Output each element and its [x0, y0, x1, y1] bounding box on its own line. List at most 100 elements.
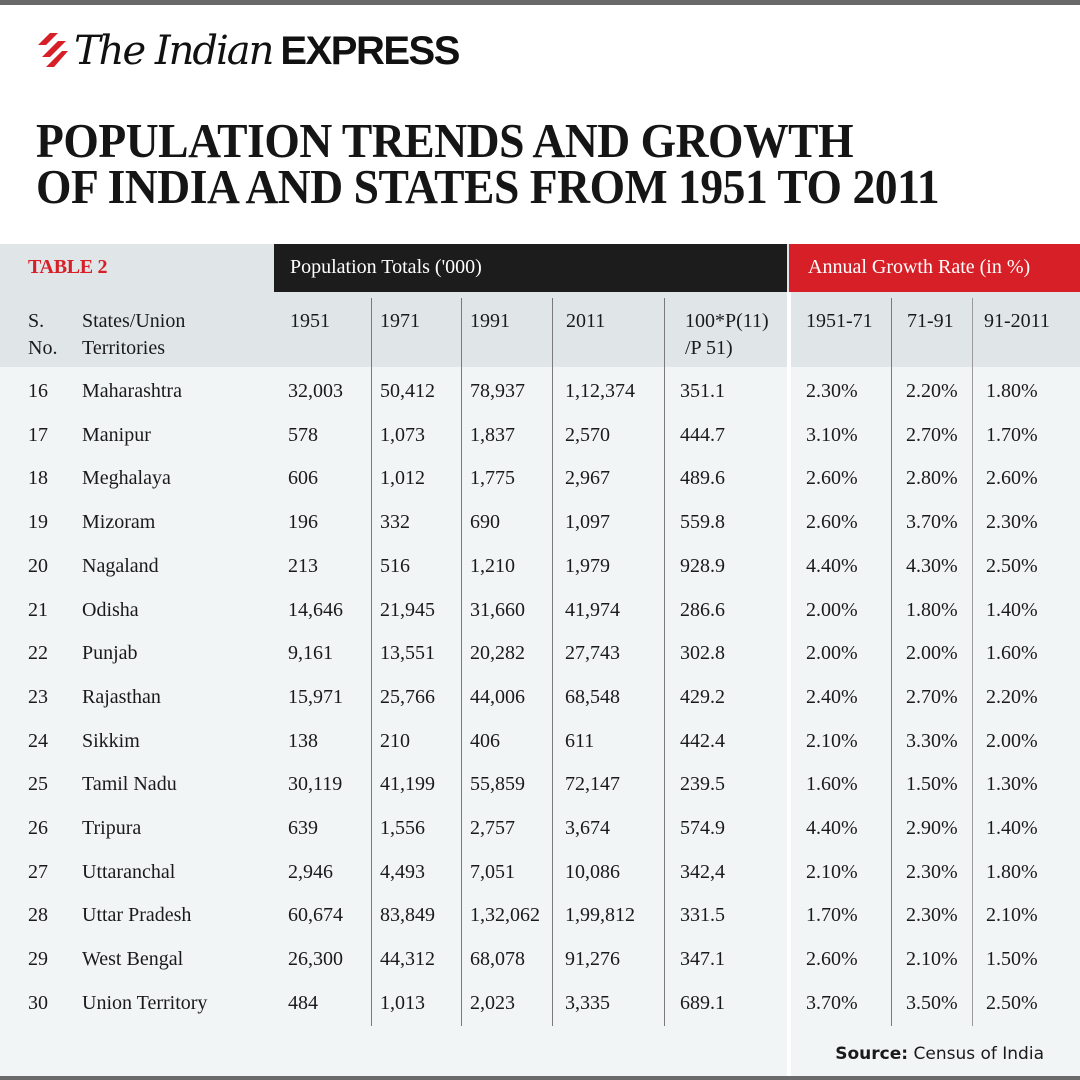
cell-p2011: 68,548 [565, 685, 620, 708]
col-header-state-line1: States/Union [82, 310, 186, 332]
col-header-state-line2: Territories [82, 337, 166, 359]
brand-logo: The Indian EXPRESS [36, 26, 460, 76]
cell-g5171: 4.40% [806, 554, 858, 577]
brand-name-part1: The Indian [74, 28, 274, 74]
indian-express-flame-icon [38, 33, 68, 67]
cell-g7191: 2.90% [906, 817, 958, 839]
cell-g5171: 2.00% [806, 642, 858, 665]
cell-state: Manipur [82, 423, 151, 446]
cell-g7191: 2.30% [906, 904, 958, 927]
cell-p1991: 406 [470, 729, 500, 752]
column-divider [891, 298, 892, 1026]
cell-p1991: 31,660 [470, 598, 525, 621]
cell-sno: 21 [28, 598, 48, 621]
cell-p1991: 20,282 [470, 642, 525, 665]
col-header-state: States/Union Territories [82, 308, 185, 362]
source-note: Source: Census of India [835, 1044, 1044, 1064]
column-divider [552, 298, 553, 1026]
cell-p2011: 91,276 [565, 948, 620, 971]
cell-g912011: 1.70% [986, 423, 1038, 446]
population-totals-label: Population Totals ('000) [290, 256, 482, 278]
cell-state: Meghalaya [82, 467, 171, 490]
cell-state: Punjab [82, 642, 138, 665]
col-header-sno-line1: S. [28, 310, 45, 332]
cell-g7191: 1.80% [906, 598, 958, 621]
cell-p1951: 32,003 [288, 380, 343, 402]
cell-g912011: 1.40% [986, 817, 1038, 839]
cell-g5171: 2.10% [806, 729, 858, 752]
cell-state: Uttaranchal [82, 860, 176, 883]
cell-g912011: 2.00% [986, 729, 1038, 752]
cell-p1951: 15,971 [288, 685, 343, 708]
cell-sno: 30 [28, 991, 48, 1014]
cell-p2011: 2,967 [565, 467, 610, 490]
cell-ratio: 351.1 [680, 380, 725, 402]
cell-sno: 27 [28, 860, 48, 883]
table-label: TABLE 2 [28, 256, 108, 278]
col-header-1951: 1951 [290, 310, 330, 332]
cell-g7191: 2.70% [906, 423, 958, 446]
cell-g912011: 2.50% [986, 991, 1038, 1014]
cell-state: Tamil Nadu [82, 773, 177, 796]
cell-p1951: 606 [288, 467, 318, 490]
column-group-divider [787, 292, 791, 1076]
cell-p1971: 332 [380, 511, 410, 534]
cell-p1971: 50,412 [380, 380, 435, 402]
cell-g7191: 1.50% [906, 773, 958, 796]
table-panel: TABLE 2 Population Totals ('000) Annual … [0, 244, 1080, 1076]
cell-ratio: 444.7 [680, 423, 725, 446]
cell-state: Mizoram [82, 511, 156, 534]
cell-sno: 22 [28, 642, 48, 665]
cell-ratio: 574.9 [680, 817, 725, 839]
cell-g5171: 2.10% [806, 860, 858, 883]
cell-g912011: 2.30% [986, 511, 1038, 534]
col-header-growth-91-2011: 91-2011 [984, 310, 1050, 332]
col-header-sno: S. No. [28, 308, 57, 362]
cell-ratio: 928.9 [680, 554, 725, 577]
col-header-ratio-line2: /P 51) [685, 337, 733, 359]
source-label: Source: [835, 1044, 909, 1064]
cell-g5171: 1.60% [806, 773, 858, 796]
cell-p1951: 14,646 [288, 598, 343, 621]
col-header-1991: 1991 [470, 310, 510, 332]
cell-g5171: 4.40% [806, 817, 858, 839]
cell-g912011: 1.80% [986, 860, 1038, 883]
cell-p1991: 1,32,062 [470, 904, 540, 927]
cell-ratio: 429.2 [680, 685, 725, 708]
cell-sno: 17 [28, 423, 48, 446]
cell-g912011: 2.50% [986, 554, 1038, 577]
cell-g5171: 2.40% [806, 685, 858, 708]
cell-sno: 23 [28, 685, 48, 708]
top-border [0, 0, 1080, 5]
cell-state: West Bengal [82, 948, 184, 971]
population-totals-group-header: Population Totals ('000) [274, 244, 787, 292]
cell-p1971: 21,945 [380, 598, 435, 621]
cell-p1991: 44,006 [470, 685, 525, 708]
cell-state: Odisha [82, 598, 139, 621]
col-header-ratio: 100*P(11) /P 51) [685, 308, 769, 362]
cell-ratio: 286.6 [680, 598, 725, 621]
cell-ratio: 347.1 [680, 948, 725, 971]
cell-p2011: 72,147 [565, 773, 620, 796]
cell-ratio: 239.5 [680, 773, 725, 796]
cell-p2011: 1,097 [565, 511, 610, 534]
cell-g7191: 2.10% [906, 948, 958, 971]
cell-p1971: 44,312 [380, 948, 435, 971]
cell-g7191: 2.20% [906, 380, 958, 402]
source-text: Census of India [913, 1044, 1044, 1064]
cell-state: Union Territory [82, 991, 208, 1014]
cell-p1971: 25,766 [380, 685, 435, 708]
cell-sno: 18 [28, 467, 48, 490]
column-divider [461, 298, 462, 1026]
cell-g7191: 2.00% [906, 642, 958, 665]
cell-p1971: 41,199 [380, 773, 435, 796]
cell-p1951: 9,161 [288, 642, 333, 665]
cell-state: Sikkim [82, 729, 140, 752]
cell-g7191: 2.80% [906, 467, 958, 490]
column-divider [664, 298, 665, 1026]
cell-p1951: 578 [288, 423, 318, 446]
growth-rate-label: Annual Growth Rate (in %) [808, 256, 1031, 278]
cell-g7191: 3.30% [906, 729, 958, 752]
cell-g912011: 1.30% [986, 773, 1038, 796]
cell-sno: 24 [28, 729, 48, 752]
